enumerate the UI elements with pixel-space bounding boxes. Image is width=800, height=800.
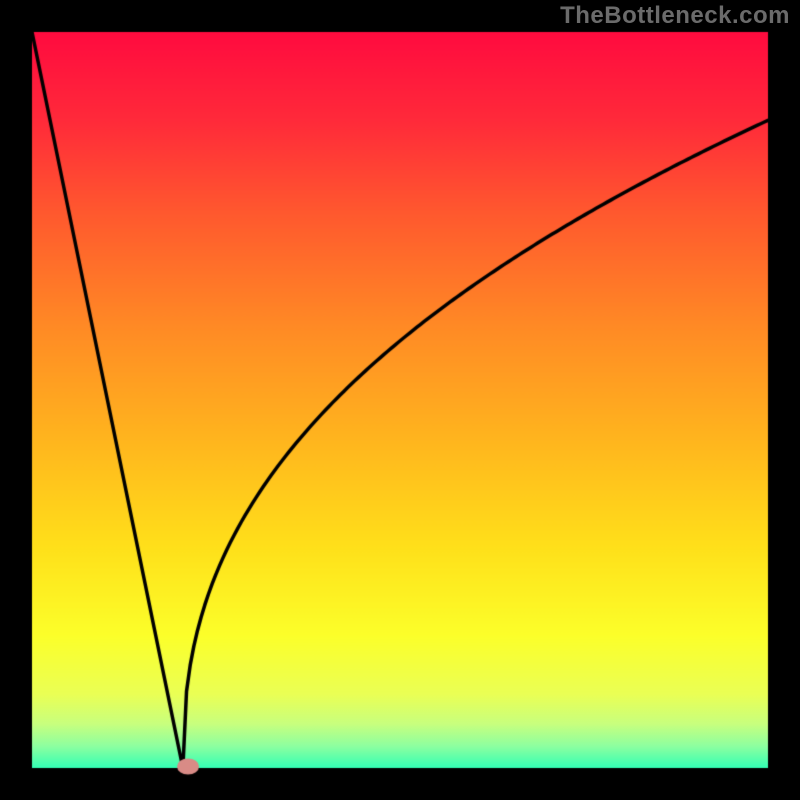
bottleneck-chart — [0, 0, 800, 800]
chart-container: TheBottleneck.com — [0, 0, 800, 800]
watermark-text: TheBottleneck.com — [560, 2, 790, 30]
